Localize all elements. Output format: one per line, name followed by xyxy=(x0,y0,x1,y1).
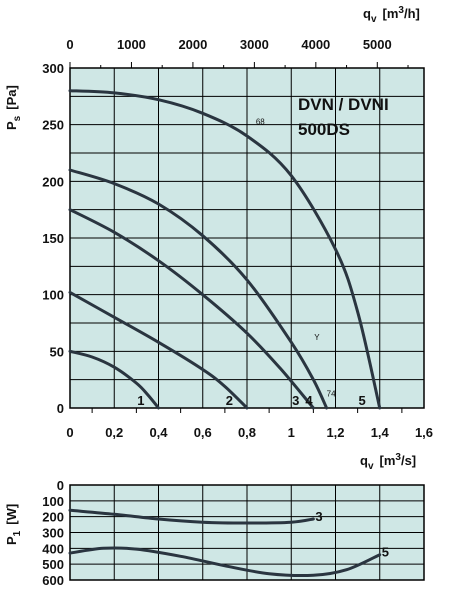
curve-label-4: 4 xyxy=(305,393,313,408)
x-axis-tick-label: 0 xyxy=(66,425,73,440)
top-axis-tick-label: 1000 xyxy=(117,37,146,52)
svg-text:Ps[Pa]: Ps[Pa] xyxy=(4,85,23,130)
power-y-axis-tick-label: 400 xyxy=(42,541,64,556)
power-y-axis-label: P1[W] xyxy=(4,504,23,545)
x-axis-tick-label: 1,6 xyxy=(415,425,433,440)
svg-text:qv[m3/h]: qv [m3/h] xyxy=(363,5,420,25)
chart-title: DVN / DVNI xyxy=(298,95,389,114)
power-curve-label-5: 5 xyxy=(382,545,389,560)
top-axis-tick-label: 2000 xyxy=(178,37,207,52)
y-axis-tick-label: 200 xyxy=(42,174,64,189)
chart-subtitle: 500DS xyxy=(298,120,350,139)
curve-label-1: 1 xyxy=(137,393,144,408)
top-axis-tick-label: 0 xyxy=(66,37,73,52)
x-axis-tick-label: 1,4 xyxy=(371,425,390,440)
top-axis-tick-label: 5000 xyxy=(363,37,392,52)
pressure-curve-2 xyxy=(68,290,249,410)
y-axis-tick-label: 100 xyxy=(42,288,64,303)
power-y-axis-tick-label: 600 xyxy=(42,573,64,588)
top-axis-tick-label: 3000 xyxy=(240,37,269,52)
annotation-label: 74 xyxy=(327,390,336,399)
pressure-curve-3 xyxy=(68,208,315,410)
x-axis-tick-label: 1,2 xyxy=(326,425,344,440)
power-curve-5 xyxy=(68,546,382,578)
pressure-curve-1 xyxy=(68,349,160,410)
power-y-axis-tick-label: 200 xyxy=(42,510,64,525)
annotation-label: Y xyxy=(314,333,320,342)
power-y-axis-tick-label: 300 xyxy=(42,526,64,541)
power-plot-border xyxy=(69,484,425,581)
curve-label-5: 5 xyxy=(359,393,366,408)
y-axis-tick-label: 300 xyxy=(42,61,64,76)
curve-label-2: 2 xyxy=(226,393,233,408)
x-axis-tick-label: 1 xyxy=(288,425,295,440)
svg-text:qv[m3/s]: qv [m3/s] xyxy=(360,452,416,472)
x-axis-tick-label: 0,8 xyxy=(238,425,256,440)
annotation-label: 68 xyxy=(256,118,265,127)
y-axis-tick-label: 50 xyxy=(50,344,64,359)
power-curve-3 xyxy=(68,508,315,525)
power-y-axis-tick-label: 100 xyxy=(42,494,64,509)
pressure-curve-4 xyxy=(68,168,329,410)
power-y-axis-tick-label: 0 xyxy=(57,478,64,493)
main-y-axis-label: Ps[Pa] xyxy=(4,85,23,130)
x-axis-tick-label: 0,2 xyxy=(105,425,123,440)
y-axis-tick-label: 0 xyxy=(57,401,64,416)
pressure-curve-5 xyxy=(68,89,382,410)
power-y-axis-tick-label: 500 xyxy=(42,557,64,572)
power-curve-label-3: 3 xyxy=(315,509,322,524)
y-axis-tick-label: 150 xyxy=(42,231,64,246)
top-axis-tick-label: 4000 xyxy=(301,37,330,52)
x-axis-tick-label: 0,6 xyxy=(194,425,212,440)
top-axis-label: qv [m3/h] xyxy=(363,5,420,25)
curve-label-3: 3 xyxy=(292,393,299,408)
x-axis-tick-label: 0,4 xyxy=(149,425,168,440)
bottom-axis-label: qv [m3/s] xyxy=(360,452,416,472)
y-axis-tick-label: 250 xyxy=(42,118,64,133)
svg-text:P1[W]: P1[W] xyxy=(4,504,23,545)
